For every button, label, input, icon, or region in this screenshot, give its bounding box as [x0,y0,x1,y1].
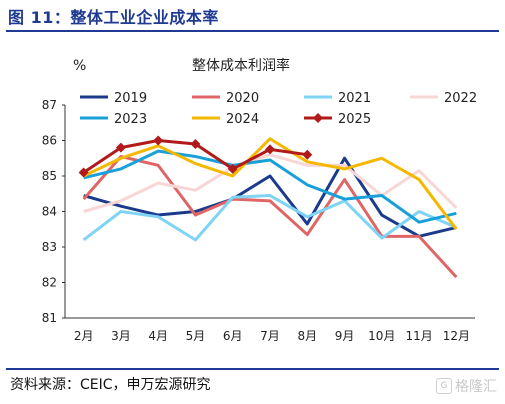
series-2024 [82,137,458,231]
chart-title: 整体成本利润率 [192,57,290,74]
y-tick-label: 86 [42,134,57,148]
legend-label: 2019 [114,91,147,106]
y-tick-label: 83 [42,240,57,254]
x-tick-label: 12月 [443,329,470,343]
data-point-2025 [190,139,201,150]
data-point-2025 [227,163,238,174]
legend-label: 2021 [338,91,371,106]
legend-label: 2023 [114,112,147,127]
y-axis-label: % [73,58,86,74]
series-lines [78,135,458,279]
series-2022 [83,153,458,213]
y-tick-label: 82 [42,276,57,290]
legend-label: 2020 [226,91,259,106]
x-tick-label: 10月 [368,329,395,343]
legend-label: 2025 [338,112,371,127]
watermark-logo-icon: G [436,378,452,394]
y-tick-label: 84 [42,205,57,219]
series-line-2019 [83,156,457,238]
series-line-2021 [82,194,457,242]
series-line-2023 [83,149,457,224]
axes: 81 82 83 84 85 86 87 2月 3月 4月 5月 6月 7月 8月 9月 10月 11月 12月 [42,98,475,343]
series-2019 [83,156,457,238]
y-tick-label: 85 [42,169,57,183]
source-note: 资料来源：CEIC，申万宏源研究 [10,377,211,393]
watermark-text: 格隆汇 [455,379,497,395]
series-line-2022 [83,153,458,213]
data-point-2025 [265,144,275,155]
legend-item-2025: 2025 [304,112,371,127]
x-tick-label: 2月 [74,329,94,343]
data-point-2025 [78,167,89,178]
legend: 2019 2020 2021 2022 2023 2024 2025 [80,91,477,127]
x-tick-label: 6月 [223,329,243,343]
series-line-2024 [82,137,458,231]
x-tick-label: 3月 [111,329,131,343]
series-2021 [82,194,457,242]
x-tick-label: 8月 [297,329,317,343]
legend-marker [313,113,323,123]
series-2023 [83,149,457,224]
legend-label: 2024 [226,112,259,127]
legend-item-2019: 2019 [80,91,147,106]
footer-rule [6,368,499,370]
watermark: G 格隆汇 [436,376,497,396]
x-tick-label: 11月 [405,329,432,343]
y-tick-label: 87 [42,98,57,112]
series-2025 [78,135,313,178]
legend-item-2023: 2023 [80,112,147,127]
x-tick-label: 7月 [260,329,280,343]
figure-title: 图 11：整体工业企业成本率 [8,8,219,27]
legend-item-2024: 2024 [192,112,259,127]
series-line-2020 [82,154,458,279]
data-point-2025 [153,135,164,146]
data-point-2025 [115,142,126,153]
x-tick-label: 9月 [335,329,355,343]
legend-label: 2022 [444,91,477,106]
title-rule [6,30,499,32]
series-2020 [82,154,458,279]
x-tick-label: 5月 [186,329,206,343]
y-tick-label: 81 [42,311,57,325]
legend-item-2021: 2021 [304,91,371,106]
data-point-2025 [302,149,313,160]
legend-item-2022: 2022 [410,91,477,106]
legend-item-2020: 2020 [192,91,259,106]
x-tick-label: 4月 [148,329,168,343]
